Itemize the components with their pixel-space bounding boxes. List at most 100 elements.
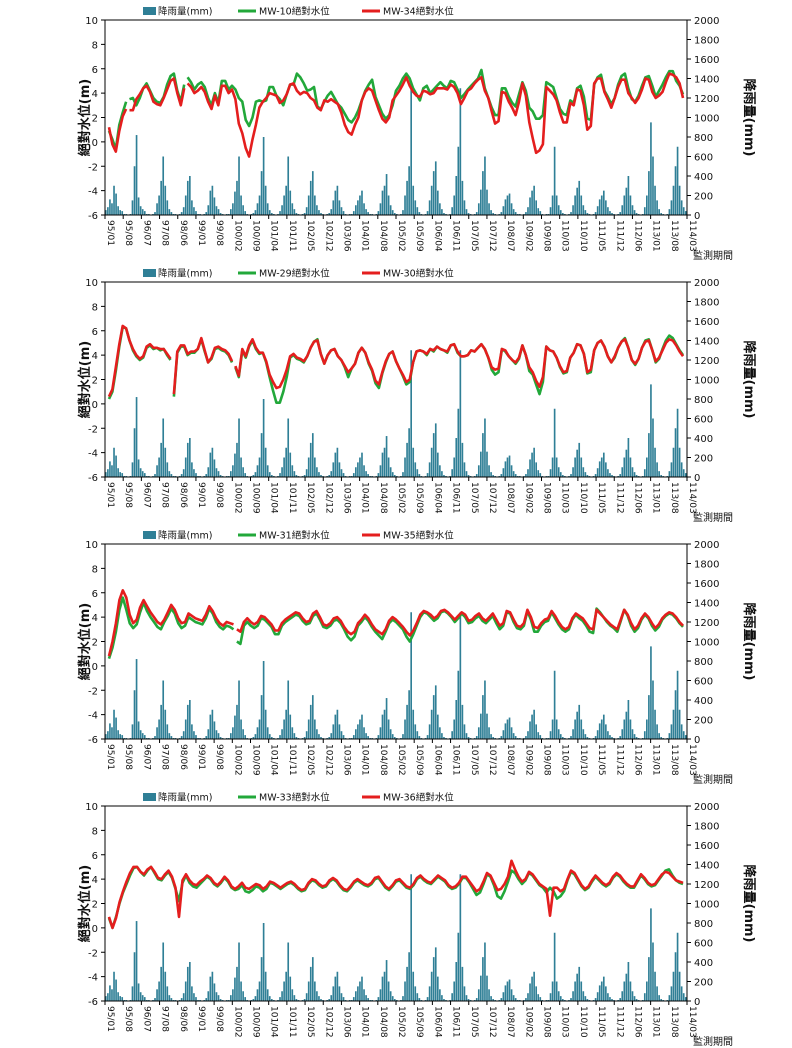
- rainfall-bar: [378, 473, 380, 477]
- x-tick-label: 98/06: [178, 744, 188, 770]
- rainfall-bar: [115, 456, 117, 477]
- rainfall-bar: [533, 710, 535, 739]
- rainfall-bar: [269, 472, 271, 477]
- rainfall-bar: [265, 710, 267, 739]
- rainfall-bar: [412, 710, 414, 739]
- x-tick-label: 106/11: [451, 744, 461, 776]
- y2-tick-label: 600: [694, 153, 713, 164]
- series-b-line: [109, 326, 683, 397]
- rainfall-bar: [214, 721, 216, 739]
- y-tick-label: 6: [92, 589, 98, 600]
- legend-label-b: MW-34絕對水位: [383, 6, 454, 18]
- rainfall-bar: [107, 207, 109, 215]
- rainfall-bar: [335, 453, 337, 477]
- rainfall-bar: [382, 453, 384, 477]
- rainfall-bar: [210, 453, 212, 477]
- rainfall-bar: [628, 438, 630, 477]
- rainfall-bar: [187, 443, 189, 477]
- rainfall-bar: [261, 433, 263, 477]
- rainfall-bar: [585, 734, 587, 739]
- rainfall-bar: [195, 997, 197, 1001]
- rainfall-bar: [609, 211, 611, 215]
- rainfall-bar: [216, 206, 218, 215]
- rainfall-bar: [281, 729, 283, 739]
- rainfall-bar: [332, 986, 334, 1001]
- rainfall-bar: [189, 962, 191, 1001]
- y-tick-label: -2: [88, 162, 98, 173]
- y2-axis-title: 降雨量(mm): [741, 79, 757, 157]
- x-tick-label: 108/07: [505, 1006, 515, 1038]
- rainfall-bar: [267, 989, 269, 1001]
- rainfall-bar: [656, 200, 658, 215]
- rainfall-bar: [503, 730, 505, 739]
- rainfall-bar: [634, 734, 636, 739]
- y2-tick-label: 1000: [694, 900, 719, 911]
- rainfall-bar: [335, 715, 337, 739]
- x-tick-label: 111/12: [614, 744, 624, 776]
- rainfall-bar: [488, 989, 490, 1001]
- rainfall-bar: [390, 729, 392, 739]
- rainfall-bar: [166, 724, 168, 739]
- rainfall-bar: [464, 724, 466, 739]
- rainfall-bar: [490, 210, 492, 215]
- rainfall-bar: [136, 659, 138, 739]
- x-tick-label: 113/01: [651, 482, 661, 514]
- rainfall-bar: [490, 472, 492, 477]
- rainfall-bar: [244, 473, 246, 477]
- plot-frame: [105, 20, 687, 215]
- rainfall-bar: [677, 933, 679, 1001]
- rainfall-bar: [582, 467, 584, 477]
- rainfall-bar: [531, 977, 533, 1001]
- y2-tick-label: 1400: [694, 599, 719, 610]
- rainfall-bar: [605, 200, 607, 215]
- rainfall-bar: [505, 985, 507, 1001]
- rainfall-bar: [648, 171, 650, 215]
- x-tick-label: 100/02: [232, 744, 242, 776]
- rainfall-bar: [308, 720, 310, 740]
- x-tick-label: 111/12: [614, 1006, 624, 1038]
- rainfall-bar: [539, 211, 541, 215]
- y-axis-title: 絕對水位(m): [77, 865, 93, 942]
- rainfall-bar: [490, 996, 492, 1001]
- rainfall-bar: [109, 461, 111, 477]
- y-tick-label: -2: [88, 948, 98, 959]
- rainfall-bar: [210, 715, 212, 739]
- rainfall-bar: [142, 995, 144, 1001]
- rainfall-bar: [287, 157, 289, 216]
- rainfall-bar: [384, 972, 386, 1001]
- rainfall-bar: [314, 982, 316, 1002]
- x-tick-label: 95/01: [105, 220, 115, 246]
- rainfall-bar: [191, 724, 193, 739]
- rainfall-bar: [308, 458, 310, 478]
- y-tick-label: -6: [88, 211, 98, 222]
- x-tick-label: 113/08: [669, 482, 679, 514]
- rainfall-bar: [185, 982, 187, 1002]
- rainfall-bar: [314, 196, 316, 216]
- rainfall-bar: [412, 972, 414, 1001]
- rainfall-bar: [308, 982, 310, 1002]
- x-tick-label: 111/05: [596, 744, 606, 776]
- rainfall-bar: [437, 715, 439, 739]
- rainfall-bar: [117, 468, 119, 477]
- rainfall-bar: [156, 465, 158, 477]
- rainfall-bar: [460, 88, 462, 215]
- y2-axis-title: 降雨量(mm): [741, 865, 757, 943]
- x-tick-label: 99/01: [196, 482, 206, 508]
- x-tick-label: 100/09: [251, 744, 261, 776]
- rainfall-bar: [634, 472, 636, 477]
- rainfall-bar: [507, 196, 509, 216]
- rainfall-bar: [605, 462, 607, 477]
- rainfall-bar: [109, 199, 111, 215]
- rainfall-bar: [439, 465, 441, 477]
- x-tick-label: 104/08: [378, 482, 388, 514]
- x-tick-label: 107/12: [487, 482, 497, 514]
- rainfall-bar: [683, 993, 685, 1001]
- rainfall-bar: [576, 188, 578, 215]
- rainfall-bar: [310, 443, 312, 477]
- rainfall-bar: [464, 462, 466, 477]
- rainfall-bar: [677, 147, 679, 215]
- rainfall-bar: [558, 991, 560, 1001]
- rainfall-bar: [312, 171, 314, 215]
- rainfall-bar: [183, 993, 185, 1001]
- y-tick-label: 8: [92, 40, 98, 51]
